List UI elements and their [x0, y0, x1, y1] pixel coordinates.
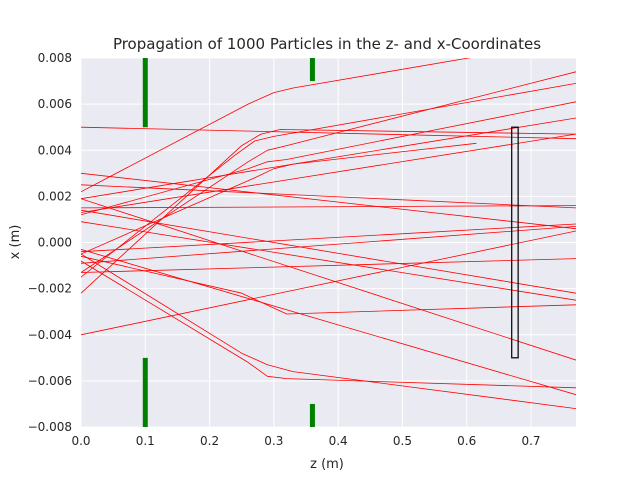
x-tick-labels: 0.0 0.1 0.2 0.3 0.4 0.5 0.6 0.7 — [71, 434, 540, 448]
y-tick-label: 0.008 — [38, 51, 72, 65]
y-tick-label: 0.006 — [38, 97, 72, 111]
trajectory-lines — [81, 58, 576, 409]
detector-box — [511, 126, 519, 359]
trajectory-line-1 — [81, 58, 471, 193]
y-tick-label: 0.004 — [38, 143, 72, 157]
trajectory-line-6 — [81, 101, 576, 216]
trajectory-line-13 — [81, 223, 576, 253]
detector-markers — [511, 126, 519, 359]
trajectory-line-21 — [81, 253, 576, 409]
x-tick-label: 0.4 — [329, 434, 348, 448]
trajectory-line-17 — [81, 221, 576, 301]
trajectory-line-22 — [81, 260, 576, 389]
trajectory-line-15 — [81, 258, 576, 273]
y-tick-label: −0.004 — [28, 328, 72, 342]
x-tick-label: 0.3 — [264, 434, 283, 448]
trajectory-line-19 — [81, 255, 576, 315]
trajectory-line-2 — [81, 129, 576, 294]
y-tick-label: −0.002 — [28, 282, 72, 296]
y-tick-label: −0.008 — [28, 420, 72, 434]
trajectory-line-10 — [81, 172, 576, 230]
trajectory-line-5 — [81, 142, 477, 255]
trajectory-line-23 — [81, 249, 576, 396]
y-tick-label: 0.002 — [38, 189, 72, 203]
y-tick-labels: −0.008 −0.006 −0.004 −0.002 0.000 0.002 0.004 0… — [28, 51, 72, 434]
x-tick-label: 0.1 — [136, 434, 155, 448]
trajectory-line-12 — [81, 205, 576, 209]
x-axis-label: z (m) — [310, 457, 344, 472]
trajectory-line-18 — [81, 230, 576, 336]
trajectory-line-11 — [81, 184, 576, 209]
x-tick-label: 0.7 — [521, 434, 540, 448]
trajectory-line-3 — [81, 83, 576, 278]
trajectory-line-14 — [81, 226, 576, 264]
x-tick-label: 0.0 — [71, 434, 90, 448]
trajectory-line-8 — [81, 133, 576, 213]
aperture-markers — [142, 58, 315, 427]
trajectory-line-7 — [81, 126, 576, 140]
x-tick-label: 0.6 — [457, 434, 476, 448]
trajectory-line-16 — [81, 209, 576, 294]
x-tick-label: 0.2 — [200, 434, 219, 448]
chart-title: Propagation of 1000 Particles in the z- … — [113, 35, 541, 53]
trajectory-line-9 — [81, 117, 576, 200]
y-tick-label: −0.006 — [28, 374, 72, 388]
x-tick-label: 0.5 — [393, 434, 412, 448]
y-axis-label: x (m) — [8, 225, 23, 260]
trajectory-line-20 — [81, 198, 576, 361]
trajectory-line-4 — [81, 71, 576, 273]
y-tick-label: 0.000 — [38, 236, 72, 250]
